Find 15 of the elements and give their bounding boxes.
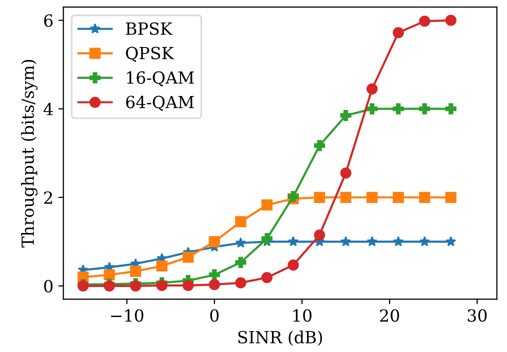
y-tick-label: 4 bbox=[44, 102, 53, 116]
y-axis-title: Throughput (bits/sym) bbox=[21, 60, 38, 248]
legend-label: 16-QAM bbox=[127, 71, 194, 86]
x-tick-label: 20 bbox=[380, 309, 400, 322]
y-tick-label: 6 bbox=[44, 14, 53, 27]
legend-label: BPSK bbox=[126, 22, 173, 35]
x-axis-title: SINR (dB) bbox=[238, 330, 322, 346]
y-tick-label: 0 bbox=[44, 280, 53, 292]
x-tick-label: 10 bbox=[293, 309, 312, 322]
x-tick-label: −10 bbox=[111, 309, 144, 322]
legend-label: QPSK bbox=[126, 46, 174, 62]
y-tick-label: 2 bbox=[44, 191, 52, 204]
x-tick-label: 0 bbox=[210, 309, 219, 322]
x-tick-label: 30 bbox=[468, 309, 487, 322]
legend-label: 64-QAM bbox=[126, 96, 194, 111]
